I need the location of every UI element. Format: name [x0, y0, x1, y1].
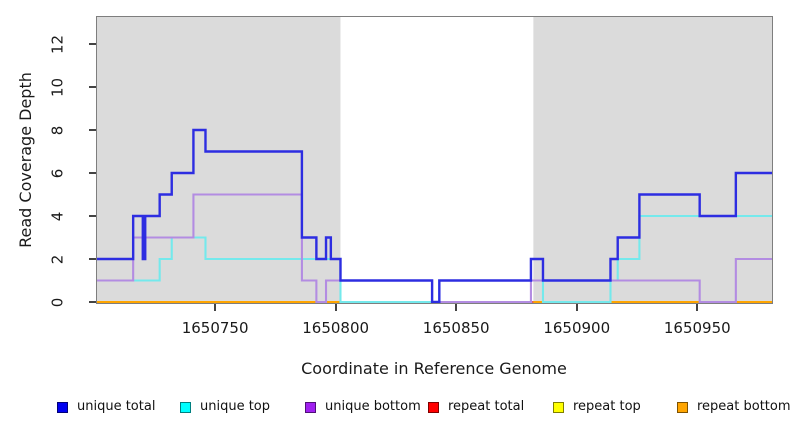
legend-item-unique-top: unique top	[180, 398, 270, 416]
x-tick-mark	[696, 304, 699, 311]
y-tick-label: 4	[48, 211, 67, 221]
y-tick-label: 2	[48, 254, 67, 264]
y-tick-mark	[89, 86, 96, 88]
x-tick-label: 1650800	[302, 319, 370, 337]
x-tick-label: 1650850	[422, 319, 490, 337]
x-tick-label: 1650950	[663, 319, 731, 337]
y-tick-label: 8	[48, 125, 67, 135]
legend-label: unique top	[200, 399, 271, 414]
legend-swatch-unique-total	[57, 401, 68, 413]
legend-item-repeat-total: repeat total	[428, 398, 524, 416]
y-tick-mark	[89, 301, 96, 303]
legend-swatch-repeat-top	[553, 401, 564, 413]
x-axis-title: Coordinate in Reference Genome	[301, 359, 567, 378]
legend-swatch-unique-bottom	[305, 401, 316, 413]
legend-label: repeat bottom	[697, 399, 791, 414]
y-tick-mark	[89, 258, 96, 260]
legend-label: unique total	[77, 399, 156, 414]
legend-label: repeat total	[448, 399, 525, 414]
legend-item-repeat-top: repeat top	[553, 398, 641, 416]
plot-svg	[97, 17, 772, 303]
y-tick-label: 0	[48, 297, 67, 307]
y-tick-label: 12	[48, 34, 67, 54]
legend-item-repeat-bottom: repeat bottom	[677, 398, 791, 416]
y-tick-mark	[89, 43, 96, 45]
legend-label: unique bottom	[325, 399, 421, 414]
legend-swatch-repeat-total	[428, 401, 439, 413]
legend-swatch-unique-top	[180, 401, 191, 413]
y-tick-label: 10	[48, 77, 67, 97]
highlight-region	[340, 17, 534, 303]
y-tick-label: 6	[48, 168, 67, 178]
plot-panel	[96, 16, 773, 304]
x-tick-mark	[214, 304, 217, 311]
legend-swatch-repeat-bottom	[677, 401, 688, 413]
x-tick-mark	[455, 304, 458, 311]
x-tick-mark	[334, 304, 337, 311]
legend-label: repeat top	[573, 399, 641, 414]
y-tick-mark	[89, 129, 96, 131]
x-tick-label: 1650900	[543, 319, 611, 337]
x-tick-label: 1650750	[181, 319, 249, 337]
y-tick-mark	[89, 172, 96, 174]
legend-item-unique-bottom: unique bottom	[305, 398, 421, 416]
x-tick-mark	[575, 304, 578, 311]
y-tick-mark	[89, 215, 96, 217]
legend-item-unique-total: unique total	[57, 398, 155, 416]
y-axis-title: Read Coverage Depth	[16, 72, 35, 248]
series-line-unique-total	[97, 128, 772, 303]
